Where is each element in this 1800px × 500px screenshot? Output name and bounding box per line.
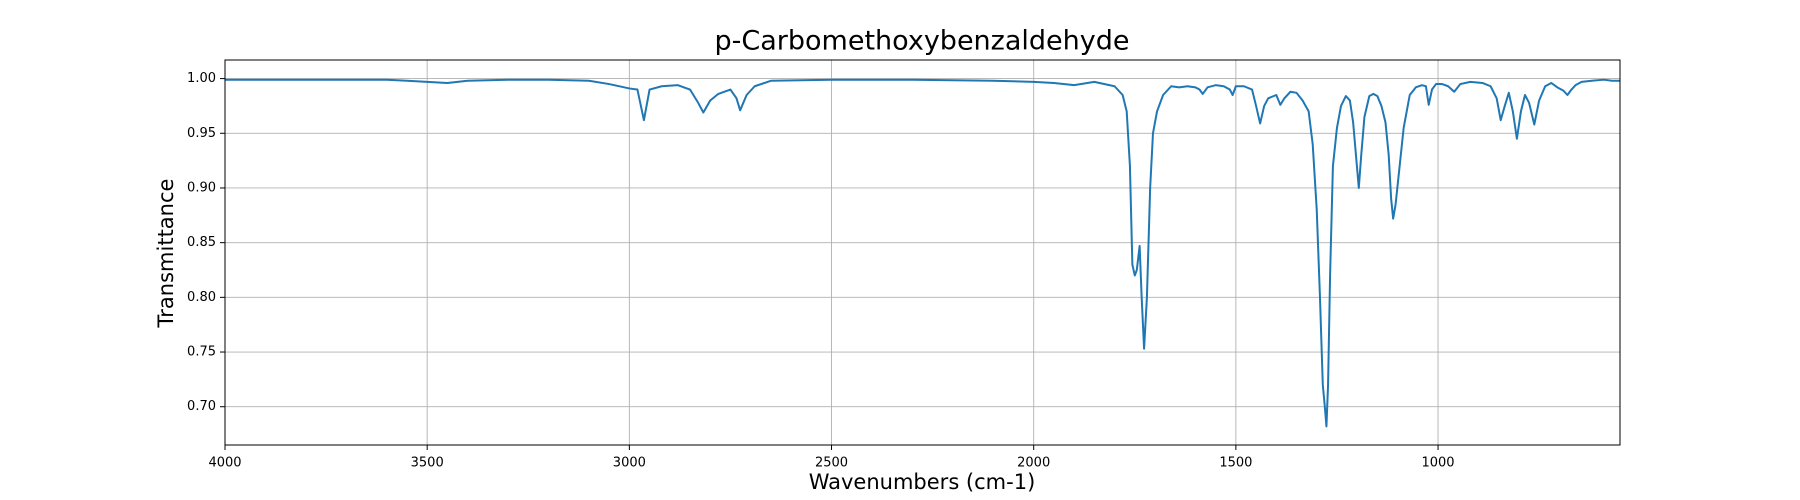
y-tick-label: 1.00 (187, 71, 216, 86)
x-axis-label: Wavenumbers (cm-1) (809, 470, 1036, 494)
x-tick-label: 3500 (411, 456, 444, 471)
y-tick-label: 0.95 (187, 126, 216, 141)
x-tick-label: 4000 (208, 456, 241, 471)
x-tick-label: 2500 (815, 456, 848, 471)
chart-title: p-Carbomethoxybenzaldehyde (715, 26, 1130, 57)
x-tick-label: 1500 (1219, 456, 1252, 471)
x-tick-label: 2000 (1017, 456, 1050, 471)
y-tick-label: 0.80 (187, 290, 216, 305)
y-tick-label: 0.75 (187, 345, 216, 360)
y-tick-label: 0.70 (187, 399, 216, 414)
x-tick-label: 3000 (613, 456, 646, 471)
plot-frame (224, 59, 1621, 446)
y-axis-label: Transmittance (154, 179, 178, 329)
y-tick-label: 0.85 (187, 235, 216, 250)
spectrum-line (225, 78, 1620, 428)
y-tick-label: 0.90 (187, 180, 216, 195)
x-tick-label: 1000 (1421, 456, 1454, 471)
